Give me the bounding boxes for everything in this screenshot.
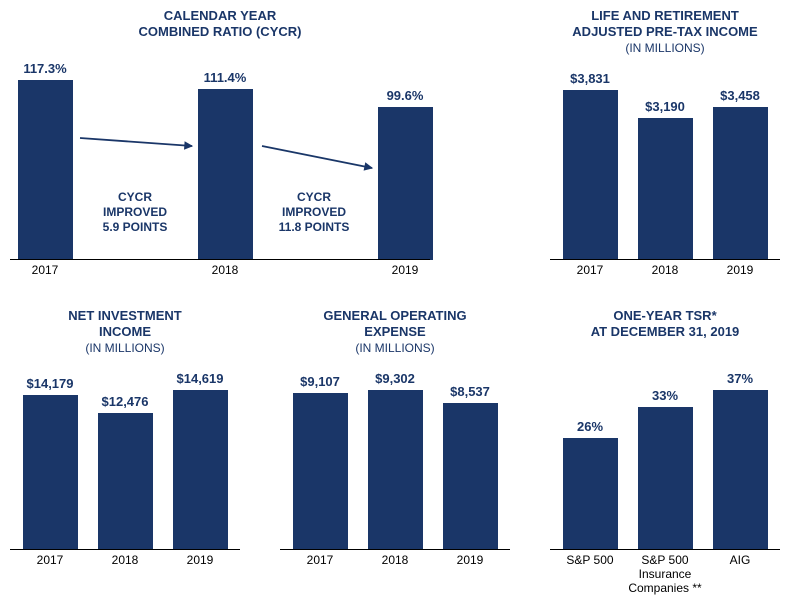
chart-life_retirement: LIFE AND RETIREMENT ADJUSTED PRE-TAX INC…	[550, 0, 780, 280]
bar	[563, 438, 618, 550]
category-label: 2019	[187, 554, 214, 568]
bar	[713, 107, 768, 260]
value-label: 117.3%	[23, 61, 66, 76]
category-label: 2017	[577, 264, 604, 278]
value-label: $8,537	[450, 384, 490, 399]
arrow-icon	[256, 140, 378, 174]
chart-cycr: CALENDAR YEAR COMBINED RATIO (CYCR) 117.3…	[10, 0, 430, 280]
value-label: 99.6%	[387, 88, 424, 103]
bar	[293, 393, 348, 550]
annotation: CYCR IMPROVED 11.8 POINTS	[279, 190, 350, 235]
value-label: 26%	[577, 419, 603, 434]
category-label: 2018	[652, 264, 679, 278]
chart-subtitle: (IN MILLIONS)	[280, 341, 510, 355]
value-label: $14,619	[177, 371, 224, 386]
value-label: 111.4%	[204, 70, 247, 85]
value-label: 33%	[652, 388, 678, 403]
value-label: $9,107	[300, 374, 340, 389]
category-label: 2019	[727, 264, 754, 278]
bar	[23, 395, 78, 550]
bars-area: $3,8312017$3,1902018$3,4582019	[550, 70, 780, 260]
value-label: $12,476	[102, 394, 149, 409]
category-label: S&P 500 Insurance Companies **	[628, 554, 701, 595]
value-label: $14,179	[27, 376, 74, 391]
baseline	[280, 549, 510, 550]
bar	[98, 413, 153, 550]
category-label: S&P 500	[566, 554, 613, 568]
bar	[638, 118, 693, 260]
bar	[563, 90, 618, 260]
baseline	[550, 549, 780, 550]
bars-area: $9,1072017$9,3022018$8,5372019	[280, 370, 510, 550]
bar	[198, 89, 253, 260]
arrow-icon	[74, 132, 198, 152]
baseline	[10, 549, 240, 550]
bar	[173, 390, 228, 550]
bars-area: $14,1792017$12,4762018$14,6192019	[10, 370, 240, 550]
value-label: $3,190	[645, 99, 685, 114]
category-label: AIG	[730, 554, 751, 568]
chart-title: LIFE AND RETIREMENT ADJUSTED PRE-TAX INC…	[550, 8, 780, 39]
chart-gen_op_expense: GENERAL OPERATING EXPENSE (IN MILLIONS) $9…	[280, 300, 510, 570]
baseline	[550, 259, 780, 260]
bar	[378, 107, 433, 260]
value-label: $3,831	[570, 71, 610, 86]
value-label: 37%	[727, 371, 753, 386]
bar	[638, 407, 693, 550]
category-label: 2017	[307, 554, 334, 568]
bars-area: 117.3%2017111.4%201899.6%2019CYCR IMPROV…	[10, 60, 430, 260]
chart-title: CALENDAR YEAR COMBINED RATIO (CYCR)	[10, 8, 430, 39]
chart-subtitle: (IN MILLIONS)	[550, 41, 780, 55]
bar	[18, 80, 73, 260]
category-label: 2018	[112, 554, 139, 568]
value-label: $3,458	[720, 88, 760, 103]
bars-area: 26%S&P 50033%S&P 500 Insurance Companies…	[550, 370, 780, 550]
bar	[443, 403, 498, 550]
chart-title: ONE-YEAR TSR* AT DECEMBER 31, 2019	[550, 308, 780, 339]
category-label: 2018	[382, 554, 409, 568]
chart-subtitle: (IN MILLIONS)	[10, 341, 240, 355]
bar	[713, 390, 768, 550]
category-label: 2017	[37, 554, 64, 568]
value-label: $9,302	[375, 371, 415, 386]
category-label: 2019	[457, 554, 484, 568]
category-label: 2019	[392, 264, 419, 278]
chart-title: GENERAL OPERATING EXPENSE	[280, 308, 510, 339]
chart-net_investment: NET INVESTMENT INCOME (IN MILLIONS) $14,17…	[10, 300, 240, 570]
bar	[368, 390, 423, 550]
baseline	[10, 259, 430, 260]
chart-tsr: ONE-YEAR TSR* AT DECEMBER 31, 201926%S&P…	[550, 300, 780, 570]
chart-title: NET INVESTMENT INCOME	[10, 308, 240, 339]
category-label: 2017	[32, 264, 59, 278]
annotation: CYCR IMPROVED 5.9 POINTS	[103, 190, 168, 235]
category-label: 2018	[212, 264, 239, 278]
